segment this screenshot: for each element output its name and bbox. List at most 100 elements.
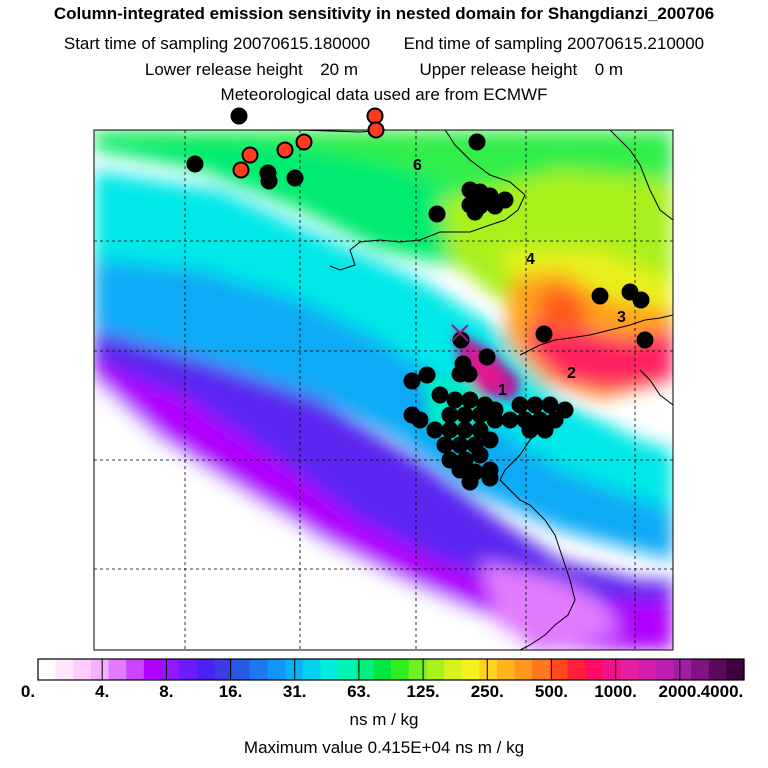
red-point [295, 133, 313, 151]
black-observation-points [186, 107, 654, 491]
red-point [366, 107, 384, 125]
start-value: 20070615.180000 [233, 34, 371, 53]
colorbar-cell [426, 659, 445, 680]
black-point [461, 473, 479, 491]
colorbar-tick-label: 2000. [658, 682, 702, 701]
colorbar-cell [267, 659, 286, 680]
black-point [471, 446, 489, 464]
colorbar-tick-label: 4. [95, 682, 110, 701]
colorbar-cell [232, 659, 251, 680]
colorbar-cell [461, 659, 480, 680]
colorbar-tick-label: 4000. [700, 682, 744, 701]
colorbar-cell [708, 659, 727, 680]
colorbar-cell [567, 659, 586, 680]
colorbar-cell [90, 659, 110, 680]
colorbar-frame [37, 658, 745, 681]
colorbar-tick-label: 16. [218, 682, 243, 701]
colorbar-cell [655, 659, 674, 680]
receptor-marker [451, 324, 469, 342]
black-point [501, 411, 519, 429]
colorbar-cell [196, 659, 216, 680]
region-label-2: 2 [567, 365, 576, 382]
black-point [451, 436, 469, 454]
black-point [426, 421, 444, 439]
region-label-6: 6 [413, 157, 422, 174]
colorbar-cell [514, 659, 533, 680]
region-labels: 1 2 3 4 6 [413, 157, 626, 399]
colorbar-cell [302, 659, 321, 680]
red-point [232, 161, 250, 179]
black-point [441, 421, 459, 439]
colorbar-cell [549, 659, 569, 680]
colorbar-cell [249, 659, 269, 680]
colorbar-cell [373, 659, 392, 680]
black-point [486, 197, 504, 215]
black-point [536, 421, 554, 439]
colorbar-cell [391, 659, 410, 680]
black-point [526, 396, 544, 414]
black-point [431, 386, 449, 404]
region-label-4: 4 [526, 251, 535, 268]
colorbar-cell [55, 659, 74, 680]
release-heights: Lower release height 20 m Upper release … [0, 60, 768, 80]
red-observation-points [232, 107, 385, 179]
black-point [632, 291, 650, 309]
colorbar-cell [108, 659, 127, 680]
black-point [481, 469, 499, 487]
black-point [403, 372, 421, 390]
colorbar-cell [443, 659, 463, 680]
black-point [591, 287, 609, 305]
upper-label: Upper release height [419, 60, 578, 79]
black-point [535, 325, 553, 343]
black-point [260, 172, 278, 190]
black-point [411, 411, 429, 429]
red-point [367, 121, 385, 139]
colorbar-cell [479, 659, 498, 680]
black-point [521, 421, 539, 439]
black-point [436, 436, 454, 454]
black-point [446, 391, 464, 409]
colorbar-tick-label: 0. [20, 682, 36, 701]
colorbar-cell [320, 659, 339, 680]
black-point [428, 205, 446, 223]
black-point [186, 155, 204, 173]
colorbar-cell [126, 659, 145, 680]
start-label: Start time of sampling [63, 34, 229, 53]
colorbar-cell [179, 659, 198, 680]
colorbar-cell [602, 659, 622, 680]
black-point [486, 411, 504, 429]
colorbar-unit: ns m / kg [349, 710, 419, 729]
colorbar-tick-label: 1000. [594, 682, 637, 701]
black-point [541, 396, 559, 414]
black-point [456, 421, 474, 439]
colorbar-tick-label: 8. [159, 682, 174, 701]
sampling-times: Start time of sampling 20070615.180000 E… [0, 34, 768, 54]
black-point [471, 406, 489, 424]
colorbar-cell [355, 659, 374, 680]
colorbar-cell [691, 659, 710, 680]
region-label-1: 1 [498, 382, 507, 399]
colorbar-cell [726, 659, 745, 680]
maximum-value: Maximum value 0.415E+04 ns m / kg [243, 738, 525, 757]
colorbar-cell [496, 659, 516, 680]
black-point [286, 169, 304, 187]
met-data-note: Meteorological data used are from ECMWF [220, 85, 548, 104]
black-point [466, 203, 484, 221]
colorbar-cell [620, 659, 639, 680]
colorbar-tick-label: 125. [406, 682, 440, 701]
black-point [456, 406, 474, 424]
black-point [460, 365, 478, 383]
red-point [241, 146, 259, 164]
colorbar-cell [143, 659, 163, 680]
colorbar [38, 659, 745, 680]
colorbar-cell [673, 659, 692, 680]
lower-label: Lower release height [144, 60, 303, 79]
colorbar-tick-label: 250. [470, 682, 504, 701]
black-point [418, 366, 436, 384]
lower-value: 20 m [320, 60, 358, 79]
colorbar-cell [638, 659, 657, 680]
end-label: End time of sampling [403, 34, 563, 53]
black-point [441, 406, 459, 424]
end-value: 20070615.210000 [567, 34, 705, 53]
